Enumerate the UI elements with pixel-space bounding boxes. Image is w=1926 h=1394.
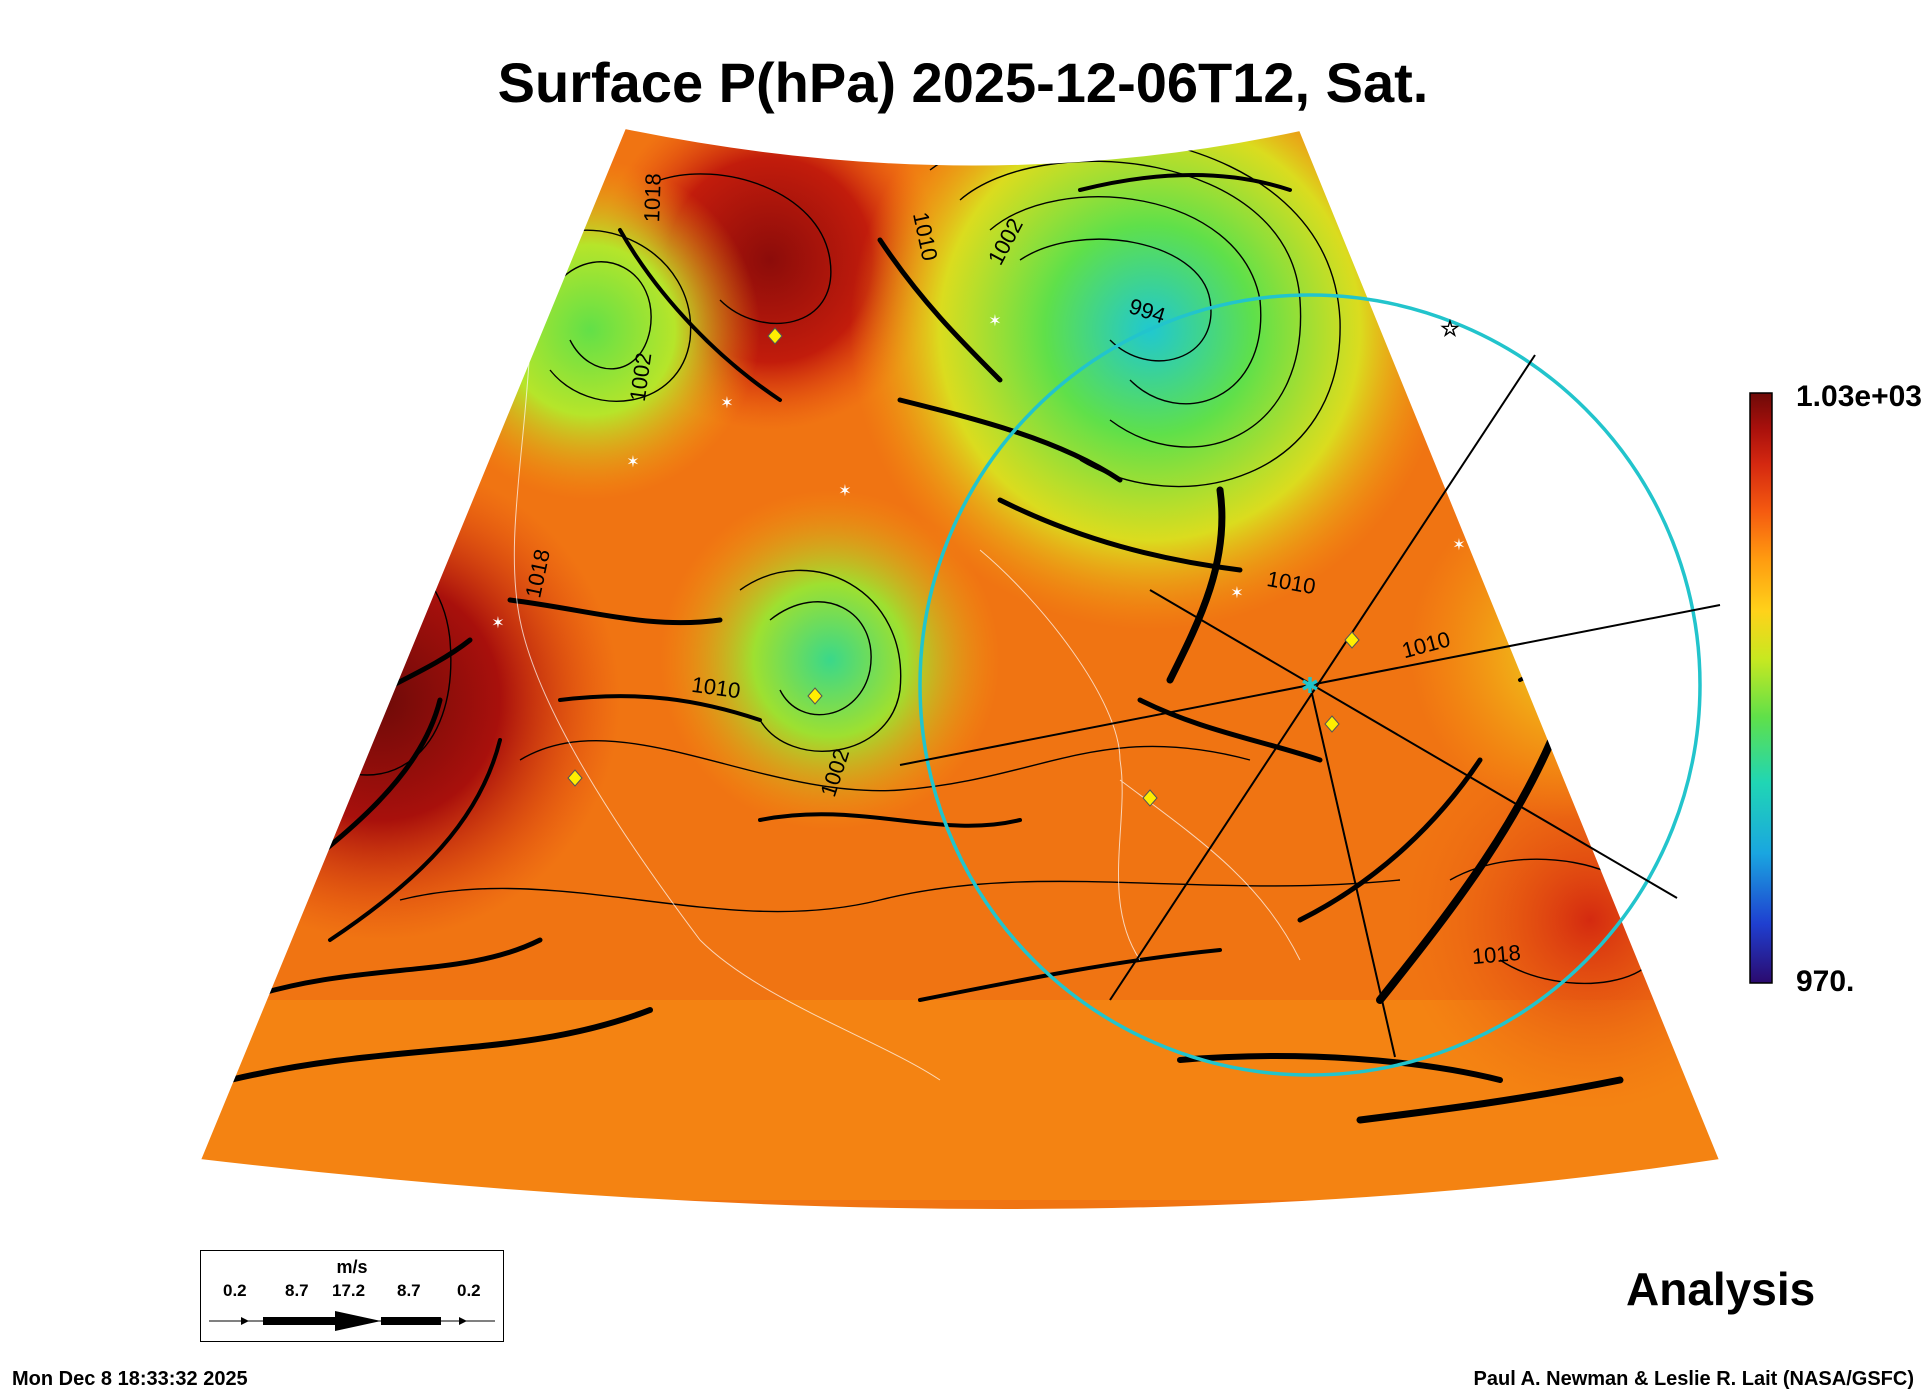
wind-legend-value: 0.2 <box>457 1281 481 1300</box>
colorbar-max-label: 1.03e+03 <box>1796 380 1922 413</box>
contour-labels: 1010 100299410181002101810101002101010101… <box>520 173 1521 969</box>
cross-section-lines <box>899 354 1721 1058</box>
isobars <box>299 132 1663 984</box>
svg-text:✶: ✶ <box>1452 535 1465 554</box>
svg-text:✶: ✶ <box>626 452 639 471</box>
svg-text:✶: ✶ <box>491 613 504 632</box>
center-marker-icon: ✱ <box>1301 674 1319 699</box>
wind-legend-value: 8.7 <box>285 1281 309 1300</box>
star-markers: ✶ ✶ ✶ ✶ ✶ ✶ ✶ <box>491 311 1465 632</box>
svg-text:✶: ✶ <box>1230 583 1243 602</box>
pressure-field <box>200 128 1720 1210</box>
colorbar <box>1749 392 1773 984</box>
range-circle <box>918 293 1702 1077</box>
contour-label-c1018-nw: 1018 <box>639 173 666 223</box>
contour-label-c1018-se: 1018 <box>1471 940 1522 969</box>
wind-legend-value: 17.2 <box>332 1281 366 1300</box>
streamlines <box>227 173 1642 1124</box>
svg-text:✶: ✶ <box>838 481 851 500</box>
station-markers <box>567 327 1360 807</box>
wind-legend-arrows <box>209 1311 495 1331</box>
star-outline-icon: ☆ <box>1440 317 1460 342</box>
wind-legend-value: 0.2 <box>223 1281 247 1300</box>
footer-credit: Paul A. Newman & Leslie R. Lait (NASA/GS… <box>1473 1368 1914 1390</box>
wind-legend-value: 8.7 <box>397 1281 421 1300</box>
colorbar-min-label: 970. <box>1796 965 1855 998</box>
map-title: Surface P(hPa) 2025-12-06T12, Sat. <box>497 51 1429 114</box>
footer-timestamp: Mon Dec 8 18:33:32 2025 <box>12 1368 248 1390</box>
wind-legend: m/s 0.2 8.7 17.2 8.7 0.2 <box>200 1250 504 1342</box>
wind-legend-unit: m/s <box>336 1257 368 1277</box>
svg-text:✶: ✶ <box>988 311 1001 330</box>
svg-text:✶: ✶ <box>720 393 733 412</box>
analysis-label: Analysis <box>1626 1263 1816 1315</box>
